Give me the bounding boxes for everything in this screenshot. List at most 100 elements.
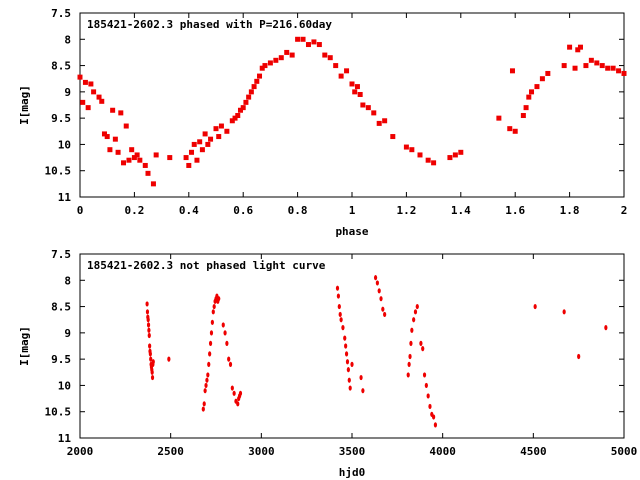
unphased-data-point bbox=[148, 343, 152, 349]
unphased-data-point bbox=[426, 393, 430, 399]
phased-data-point bbox=[121, 160, 127, 166]
phased-data-point bbox=[202, 131, 208, 137]
unphased-data-point bbox=[604, 325, 608, 331]
unphased-data-point bbox=[149, 356, 153, 362]
phased-data-point bbox=[183, 155, 189, 161]
unphased-data-point bbox=[167, 356, 171, 362]
phased-data-point bbox=[295, 36, 301, 42]
phased-data-point bbox=[88, 81, 94, 87]
phased-data-point bbox=[191, 141, 197, 147]
phased-data-point bbox=[354, 84, 360, 90]
unphased-data-point bbox=[424, 382, 428, 389]
unphased-data-point bbox=[347, 377, 351, 383]
phased-data-point bbox=[523, 105, 529, 111]
unphased-data-point bbox=[577, 353, 581, 360]
unphased-data-point bbox=[344, 351, 349, 357]
phased-data-point bbox=[115, 149, 121, 155]
unphased-data-point bbox=[412, 317, 416, 323]
unphased-data-point bbox=[148, 351, 152, 357]
phased-data-point bbox=[305, 42, 311, 48]
unphased-data-point bbox=[341, 325, 345, 331]
phased-data-point bbox=[616, 68, 622, 74]
phased-data-point bbox=[107, 147, 113, 153]
phased-data-point bbox=[205, 141, 211, 147]
phased-data-point bbox=[80, 99, 86, 105]
phased-y-tick-label: 11 bbox=[58, 191, 72, 204]
phased-data-point bbox=[262, 63, 268, 69]
phased-data-point bbox=[153, 152, 159, 158]
phased-data-point bbox=[447, 155, 453, 161]
phased-data-point bbox=[246, 94, 252, 100]
phased-data-point bbox=[376, 120, 382, 126]
unphased-data-point bbox=[344, 343, 348, 349]
unphased-x-tick-label: 3500 bbox=[339, 445, 366, 458]
phased-data-point bbox=[575, 47, 581, 53]
unphased-data-point bbox=[206, 372, 210, 378]
phased-data-point bbox=[357, 91, 363, 97]
unphased-data-point bbox=[228, 361, 233, 367]
phased-data-point bbox=[254, 78, 260, 84]
phased-x-tick-label: 0.2 bbox=[124, 204, 144, 217]
phased-data-point bbox=[131, 155, 137, 161]
unphased-data-point bbox=[202, 401, 206, 407]
phased-x-tick-label: 0.6 bbox=[233, 204, 253, 217]
phased-data-point bbox=[142, 162, 148, 168]
phased-data-point bbox=[237, 107, 243, 113]
unphased-y-axis-label: I[mag] bbox=[18, 326, 31, 366]
phased-data-point bbox=[382, 118, 388, 124]
unphased-data-point bbox=[146, 317, 150, 323]
unphased-data-point bbox=[361, 388, 365, 394]
unphased-x-tick-label: 2000 bbox=[67, 445, 94, 458]
phased-data-point bbox=[99, 98, 105, 104]
phased-data-point bbox=[360, 102, 366, 108]
phased-data-point bbox=[452, 152, 458, 158]
phased-data-point bbox=[278, 55, 284, 61]
unphased-data-point bbox=[208, 340, 213, 346]
unphased-data-point bbox=[221, 322, 225, 328]
phased-data-point bbox=[197, 139, 203, 145]
unphased-data-point bbox=[377, 288, 381, 294]
unphased-data-point bbox=[407, 361, 411, 367]
unphased-data-point bbox=[359, 374, 363, 381]
unphased-data-point bbox=[146, 322, 151, 328]
unphased-data-point bbox=[150, 374, 155, 381]
phased-data-point bbox=[507, 126, 513, 132]
phased-x-tick-label: 1.2 bbox=[396, 204, 416, 217]
phased-data-point bbox=[610, 65, 616, 71]
phased-y-tick-label: 7.5 bbox=[51, 7, 71, 20]
unphased-data-point bbox=[335, 285, 340, 291]
phased-x-axis-label: phase bbox=[335, 225, 368, 238]
phased-data-point bbox=[509, 68, 515, 74]
phased-data-point bbox=[243, 99, 249, 105]
unphased-x-tick-label: 3000 bbox=[248, 445, 275, 458]
phased-y-tick-label: 9 bbox=[64, 86, 71, 99]
unphased-y-tick-label: 9.5 bbox=[51, 353, 71, 366]
unphased-data-point bbox=[410, 327, 414, 333]
phased-data-point bbox=[621, 70, 627, 76]
phased-data-point bbox=[316, 42, 322, 48]
phased-data-point bbox=[496, 115, 502, 121]
unphased-data-point bbox=[204, 382, 208, 389]
unphased-data-point bbox=[343, 335, 347, 341]
phased-data-point bbox=[112, 136, 118, 142]
phased-y-tick-label: 8 bbox=[64, 33, 71, 46]
phased-data-point bbox=[588, 57, 594, 63]
phased-data-point bbox=[583, 63, 589, 69]
phased-light-curve-panel: 0 0.2 0.4 0.6 0.8 1 1.2 1.4 1.6 1.8 2 7.5 8 8.5 9 9.5 10… bbox=[18, 7, 627, 238]
unphased-y-tick-label: 8 bbox=[64, 274, 71, 287]
unphased-data-point bbox=[223, 330, 227, 336]
phased-data-point bbox=[594, 60, 600, 66]
phased-data-point bbox=[572, 65, 578, 71]
phased-data-point bbox=[229, 118, 235, 124]
phased-data-point bbox=[77, 74, 83, 80]
phased-data-point bbox=[534, 84, 540, 90]
phased-data-point bbox=[85, 105, 91, 111]
phased-data-point bbox=[150, 181, 156, 187]
unphased-data-point bbox=[236, 401, 240, 407]
unphased-data-point bbox=[145, 309, 150, 315]
phased-data-point bbox=[123, 123, 129, 129]
phased-data-point bbox=[526, 94, 532, 100]
unphased-data-point bbox=[433, 422, 438, 428]
phased-data-point bbox=[539, 76, 545, 82]
